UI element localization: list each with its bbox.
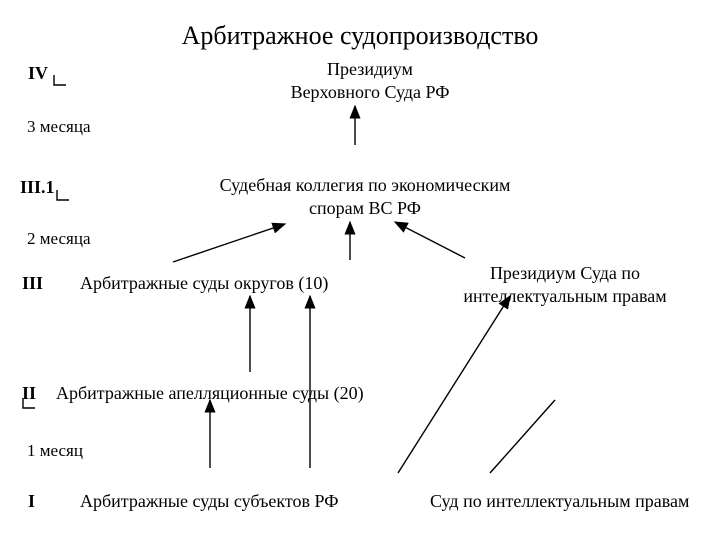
node-presidium-ip: Президиум Суда по интеллектуальным права…	[450, 262, 680, 307]
node-presidium: Президиум Верховного Суда РФ	[270, 58, 470, 103]
level-iii1: III.1	[20, 176, 55, 199]
presidium-line1: Президиум	[327, 59, 413, 79]
diagram-canvas: Арбитражное судопроизводство IV III.1 II…	[0, 0, 720, 540]
level-ii: II	[22, 382, 36, 405]
duration-3m: 3 месяца	[27, 116, 90, 137]
node-sud-ip: Суд по интеллектуальным правам	[430, 490, 689, 513]
presidium-line2: Верховного Суда РФ	[291, 82, 450, 102]
kollegia-line2: спорам ВС РФ	[309, 198, 421, 218]
duration-2m: 2 месяца	[27, 228, 90, 249]
node-subj: Арбитражные суды субъектов РФ	[80, 490, 338, 513]
kollegia-line1: Судебная коллегия по экономическим	[220, 175, 511, 195]
node-okrug: Арбитражные суды округов (10)	[80, 272, 328, 295]
node-kollegia: Судебная коллегия по экономическим спора…	[190, 174, 540, 219]
level-iii: III	[22, 272, 43, 295]
level-iv: IV	[28, 62, 48, 85]
duration-1m: 1 месяц	[27, 440, 83, 461]
level-i: I	[28, 490, 35, 513]
presidium-ip-line1: Президиум Суда по	[490, 263, 640, 283]
diagram-title: Арбитражное судопроизводство	[0, 20, 720, 53]
node-appeal: Арбитражные апелляционные суды (20)	[56, 382, 364, 405]
presidium-ip-line2: интеллектуальным правам	[463, 286, 666, 306]
